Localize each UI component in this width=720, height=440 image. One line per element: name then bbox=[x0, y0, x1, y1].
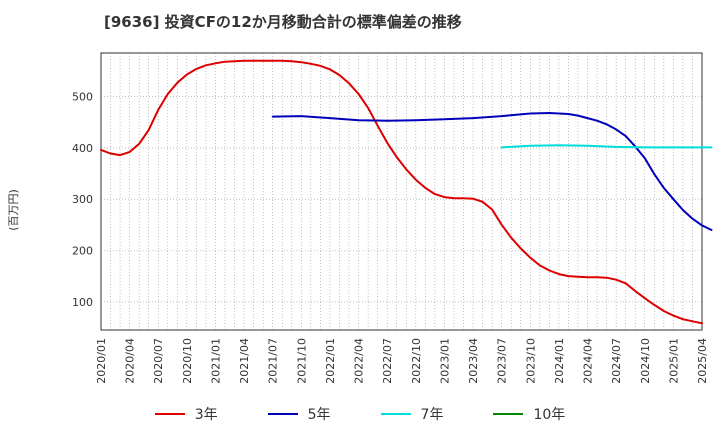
plot-frame bbox=[100, 52, 703, 331]
legend-swatch bbox=[267, 413, 298, 415]
legend: 3年 5年 7年 10年 bbox=[0, 404, 720, 424]
legend-label: 5年 bbox=[307, 407, 331, 423]
series-line-3年 bbox=[100, 59, 703, 325]
x-tick-label: 2020/10 bbox=[181, 338, 194, 384]
y-tick-label: 200 bbox=[72, 244, 93, 257]
x-tick-label: 2023/04 bbox=[467, 338, 480, 384]
x-tick-label: 2024/01 bbox=[553, 338, 566, 384]
x-tick-label: 2023/07 bbox=[496, 338, 509, 384]
legend-label: 10年 bbox=[533, 407, 566, 423]
plot-area bbox=[101, 53, 702, 330]
series-line-5年 bbox=[271, 112, 713, 231]
x-tick-label: 2022/07 bbox=[381, 338, 394, 384]
x-tick-label: 2024/04 bbox=[582, 338, 595, 384]
x-tick-label: 2023/10 bbox=[524, 338, 537, 384]
legend-swatch bbox=[493, 413, 524, 415]
legend-swatch bbox=[154, 413, 185, 415]
y-tick-label: 300 bbox=[72, 193, 93, 206]
x-tick-label: 2024/10 bbox=[639, 338, 652, 384]
y-tick-label: 100 bbox=[72, 296, 93, 309]
y-tick-label: 500 bbox=[72, 91, 93, 104]
x-tick-label: 2023/01 bbox=[438, 338, 451, 384]
chart-title: [9636] 投資CFの12か月移動合計の標準偏差の推移 bbox=[104, 13, 462, 31]
series-line-7年 bbox=[500, 144, 713, 149]
x-tick-label: 2020/04 bbox=[124, 338, 137, 384]
x-tick-label: 2021/10 bbox=[295, 338, 308, 384]
x-tick-label: 2022/04 bbox=[353, 338, 366, 384]
legend-item: 5年 bbox=[267, 404, 331, 424]
x-tick-label: 2020/01 bbox=[95, 338, 108, 384]
x-tick-label: 2024/07 bbox=[610, 338, 623, 384]
x-tick-label: 2025/01 bbox=[667, 338, 680, 384]
x-tick-label: 2021/01 bbox=[209, 338, 222, 384]
y-tick-label: 400 bbox=[72, 142, 93, 155]
legend-item: 3年 bbox=[154, 404, 218, 424]
legend-label: 3年 bbox=[194, 407, 218, 423]
legend-item: 10年 bbox=[493, 404, 565, 424]
legend-item: 7年 bbox=[380, 404, 444, 424]
x-tick-label: 2021/07 bbox=[267, 338, 280, 384]
x-tick-label: 2021/04 bbox=[238, 338, 251, 384]
x-tick-label: 2022/01 bbox=[324, 338, 337, 384]
x-tick-label: 2022/10 bbox=[410, 338, 423, 384]
legend-label: 7年 bbox=[420, 407, 444, 423]
legend-swatch bbox=[380, 413, 411, 415]
x-tick-label: 2025/04 bbox=[696, 338, 709, 384]
x-tick-label: 2020/07 bbox=[152, 338, 165, 384]
